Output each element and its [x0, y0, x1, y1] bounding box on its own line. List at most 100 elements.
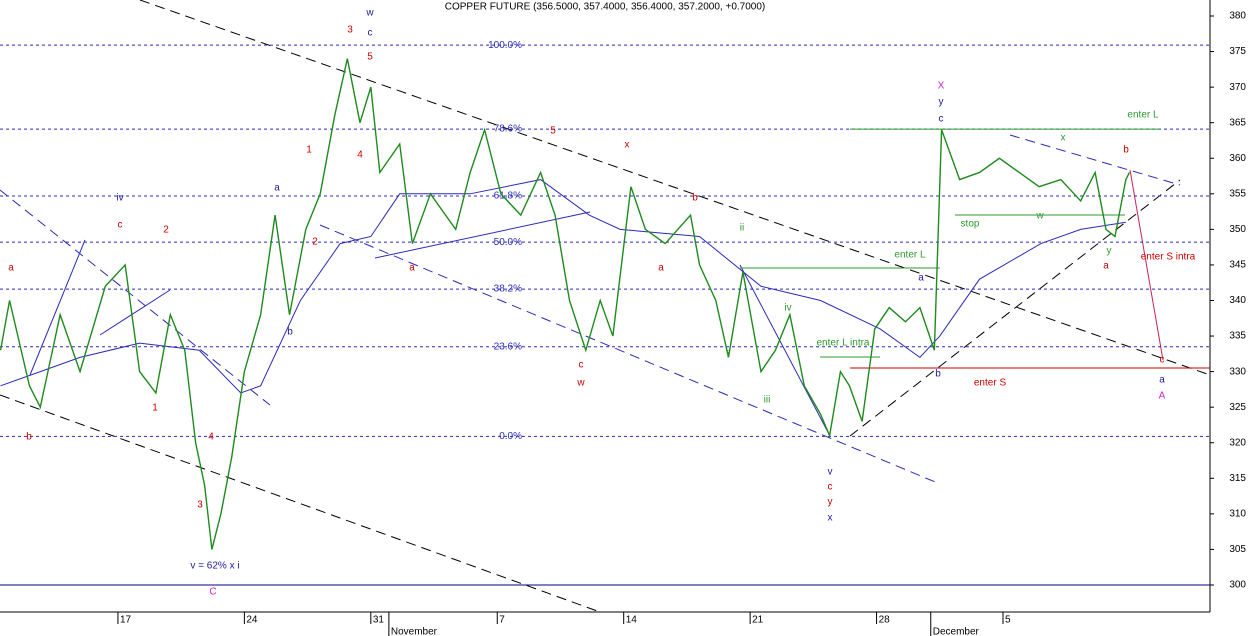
- wave-label: c: [1160, 355, 1165, 366]
- x-tick-label: 5: [1005, 615, 1011, 626]
- fib-label: 23.6%: [494, 341, 522, 352]
- y-tick-label: 350: [1229, 224, 1246, 235]
- wave-label: a: [658, 263, 664, 274]
- trendlines: [0, 0, 1211, 613]
- wave-label: c: [828, 482, 833, 493]
- wave-label: c: [939, 114, 944, 125]
- wave-label: w: [1035, 211, 1044, 222]
- wave-label: c: [118, 220, 123, 231]
- y-tick-label: 300: [1229, 580, 1246, 591]
- wave-label: b: [935, 369, 941, 380]
- wave-label: w: [365, 8, 374, 19]
- y-tick-label: 370: [1229, 82, 1246, 93]
- y-tick-label: 380: [1229, 11, 1246, 22]
- wave-label: X: [938, 81, 945, 92]
- target-line: [1129, 169, 1164, 361]
- wave-label: a: [1103, 261, 1109, 272]
- trend-line: [374, 211, 591, 259]
- fib-label: 0.0%: [499, 431, 522, 442]
- wave-label: x: [828, 513, 833, 524]
- y-tick-label: 340: [1229, 295, 1246, 306]
- y-tick-label: 320: [1229, 437, 1246, 448]
- wave-label: C: [209, 587, 216, 598]
- y-tick-label: 325: [1229, 402, 1246, 413]
- channel-line: [0, 394, 601, 613]
- wave-label: c: [579, 360, 584, 371]
- y-tick-label: 355: [1229, 188, 1246, 199]
- trend-line: [99, 289, 171, 336]
- wave-label: 1: [306, 145, 312, 156]
- fib-label: 61.8%: [494, 191, 522, 202]
- x-tick-label: 17: [120, 615, 132, 626]
- channel-line: [139, 0, 1211, 376]
- x-tick-label: 21: [752, 615, 764, 626]
- wave-label: b: [287, 327, 293, 338]
- fib-label: 50.0%: [494, 237, 522, 248]
- wave-label: w: [576, 378, 585, 389]
- wave-label: b: [692, 193, 698, 204]
- wave-label: enter S: [974, 378, 1007, 389]
- y-tick-label: 375: [1229, 46, 1246, 57]
- y-tick-label: 305: [1229, 544, 1246, 555]
- wave-label: iv: [116, 193, 123, 204]
- wave-label: 5: [367, 52, 373, 63]
- wave-label: enter L: [1127, 110, 1159, 121]
- wave-label: a: [409, 263, 415, 274]
- y-tick-label: 345: [1229, 260, 1246, 271]
- channel-line: [0, 189, 271, 406]
- wave-label: A: [1159, 391, 1166, 402]
- fib-label: 100.0%: [488, 40, 522, 51]
- wave-label: 2: [312, 237, 318, 248]
- price-line: [0, 58, 1131, 550]
- y-tick-label: 360: [1229, 153, 1246, 164]
- wave-label: enter L: [894, 250, 926, 261]
- channel-line: [849, 179, 1181, 437]
- wave-label: 1: [152, 403, 158, 414]
- wave-label: stop: [961, 219, 980, 230]
- wave-label: a: [1159, 375, 1165, 386]
- wave-label: ii: [740, 223, 744, 234]
- wave-label: c: [368, 28, 373, 39]
- y-tick-label: 330: [1229, 366, 1246, 377]
- wave-label: y: [1107, 246, 1112, 257]
- moving-average: [0, 179, 1126, 394]
- wave-label: x: [1061, 133, 1066, 144]
- trend-line: [739, 264, 831, 437]
- wave-label: a: [8, 263, 14, 274]
- wave-label: y: [939, 97, 944, 108]
- wave-label: 3: [347, 25, 353, 36]
- wave-label: 3: [197, 500, 203, 511]
- wave-label: enter L intra: [817, 338, 870, 349]
- wave-label: a: [274, 183, 280, 194]
- x-tick-label: 31: [373, 615, 385, 626]
- x-tick-label: 14: [626, 615, 638, 626]
- wave-label: y: [828, 497, 833, 508]
- chart-title: COPPER FUTURE (356.5000, 357.4000, 356.4…: [445, 2, 766, 13]
- wave-label: 4: [357, 150, 363, 161]
- wave-label: b: [1123, 145, 1129, 156]
- wave-label: 2: [163, 225, 169, 236]
- fib-label: 38.2%: [494, 284, 522, 295]
- wave-label: enter S intra: [1141, 252, 1196, 263]
- trend-line: [29, 239, 86, 376]
- wave-label: iv: [784, 303, 791, 314]
- wave-label: i: [727, 350, 729, 361]
- wave-label: iii: [764, 395, 771, 406]
- channel-line: [1009, 134, 1181, 186]
- y-tick-label: 335: [1229, 331, 1246, 342]
- month-label: November: [391, 627, 438, 636]
- wave-label: v: [828, 467, 833, 478]
- wave-label: b: [26, 432, 32, 443]
- y-tick-label: 365: [1229, 117, 1246, 128]
- x-tick-label: 7: [499, 615, 505, 626]
- wave-label: x: [625, 140, 630, 151]
- x-tick-label: 28: [879, 615, 891, 626]
- y-tick-label: 315: [1229, 473, 1246, 484]
- wave-label: 4: [208, 432, 214, 443]
- wave-label: v = 62% x i: [190, 561, 239, 572]
- y-tick-label: 310: [1229, 508, 1246, 519]
- fib-label: 78.6%: [494, 124, 522, 135]
- x-tick-label: 24: [246, 615, 258, 626]
